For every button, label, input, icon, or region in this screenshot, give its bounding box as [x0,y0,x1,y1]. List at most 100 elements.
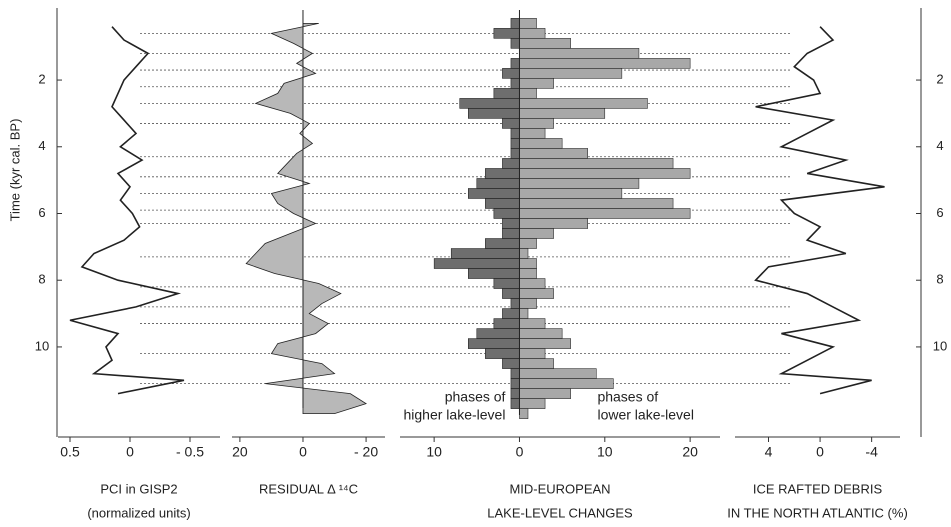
y-tick-label: 4 [38,138,45,153]
x-axis-label: PCI in GISP2 [100,481,177,496]
bar [519,268,537,279]
bar [519,28,546,39]
legend-label: higher lake-level [404,407,506,423]
bar [510,128,520,139]
bar [510,38,520,49]
bar [519,18,537,29]
y-tick-label-right: 4 [936,138,943,153]
bar [510,148,520,159]
y-tick-label-right: 6 [936,205,943,220]
x-tick-label: -4 [865,444,878,460]
bar [519,198,674,209]
bar [493,318,520,329]
bar [510,58,520,69]
bar [519,248,529,259]
curve [69,26,185,395]
bar [519,158,674,169]
bar [502,288,520,299]
bar [519,338,571,349]
x-tick-label: 4 [765,444,773,460]
bar [485,348,520,359]
bar [519,138,563,149]
bar [476,328,520,339]
x-axis-label: IN THE NORTH ATLANTIC (%) [727,505,908,520]
bar [502,68,520,79]
x-tick-label: 10 [597,444,613,460]
bar [519,238,537,249]
x-tick-label: 0.5 [60,444,80,460]
bar [510,368,520,379]
x-axis-label: RESIDUAL Δ ¹⁴C [259,481,358,496]
bar [485,198,520,209]
bar [519,328,563,339]
bar [519,348,546,359]
x-tick-label: 0 [299,444,307,460]
bar [519,58,691,69]
bar [519,318,546,329]
y-tick-label: 2 [38,71,45,86]
bar [476,178,520,189]
x-tick-label: 20 [232,444,248,460]
bar [468,108,520,119]
x-tick-label: 0 [816,444,824,460]
bar [519,218,588,229]
y-tick-label-right: 2 [936,71,943,86]
bar [510,388,520,399]
bar [468,338,520,349]
bar [519,108,606,119]
legend-label: phases of [445,389,506,405]
bar [493,88,520,99]
bar [510,298,520,309]
y-tick-label: 8 [38,272,45,287]
y-tick-label-right: 8 [936,272,943,287]
bar [502,158,520,169]
bar [519,308,529,319]
y-tick-label: 6 [38,205,45,220]
bar [433,258,520,269]
x-tick-label: 0 [516,444,524,460]
bar [485,168,520,179]
bar [519,188,623,199]
legend-label: lower lake-level [597,407,693,423]
bar [519,258,537,269]
bar [519,398,546,409]
bar [519,368,597,379]
bar [502,118,520,129]
bar [519,388,571,399]
bar [510,18,520,29]
bar [510,78,520,89]
bar [519,78,554,89]
x-axis-label: LAKE-LEVEL CHANGES [487,505,633,520]
x-tick-label: - 20 [354,444,378,460]
bar [493,28,520,39]
x-axis-label: ICE RAFTED DEBRIS [753,481,883,496]
x-tick-label: 0 [126,444,134,460]
bar [519,88,537,99]
x-axis-label: MID-EUROPEAN [509,481,610,496]
bar [519,378,614,389]
bar [519,98,648,109]
bar [502,358,520,369]
bar [468,268,520,279]
bar [519,228,554,239]
bar [519,358,554,369]
bar [519,278,546,289]
x-tick-label: 20 [682,444,698,460]
bar [493,208,520,219]
bar [485,238,520,249]
bar [493,278,520,289]
bar [519,298,537,309]
bar [519,68,623,79]
legend-label: phases of [597,389,658,405]
bar [519,208,691,219]
bar [519,128,546,139]
bar [519,148,588,159]
bar [519,168,691,179]
bar [450,248,520,259]
bar [510,138,520,149]
bar [519,408,529,419]
bar [519,48,640,59]
bar [502,308,520,319]
bar [468,188,520,199]
